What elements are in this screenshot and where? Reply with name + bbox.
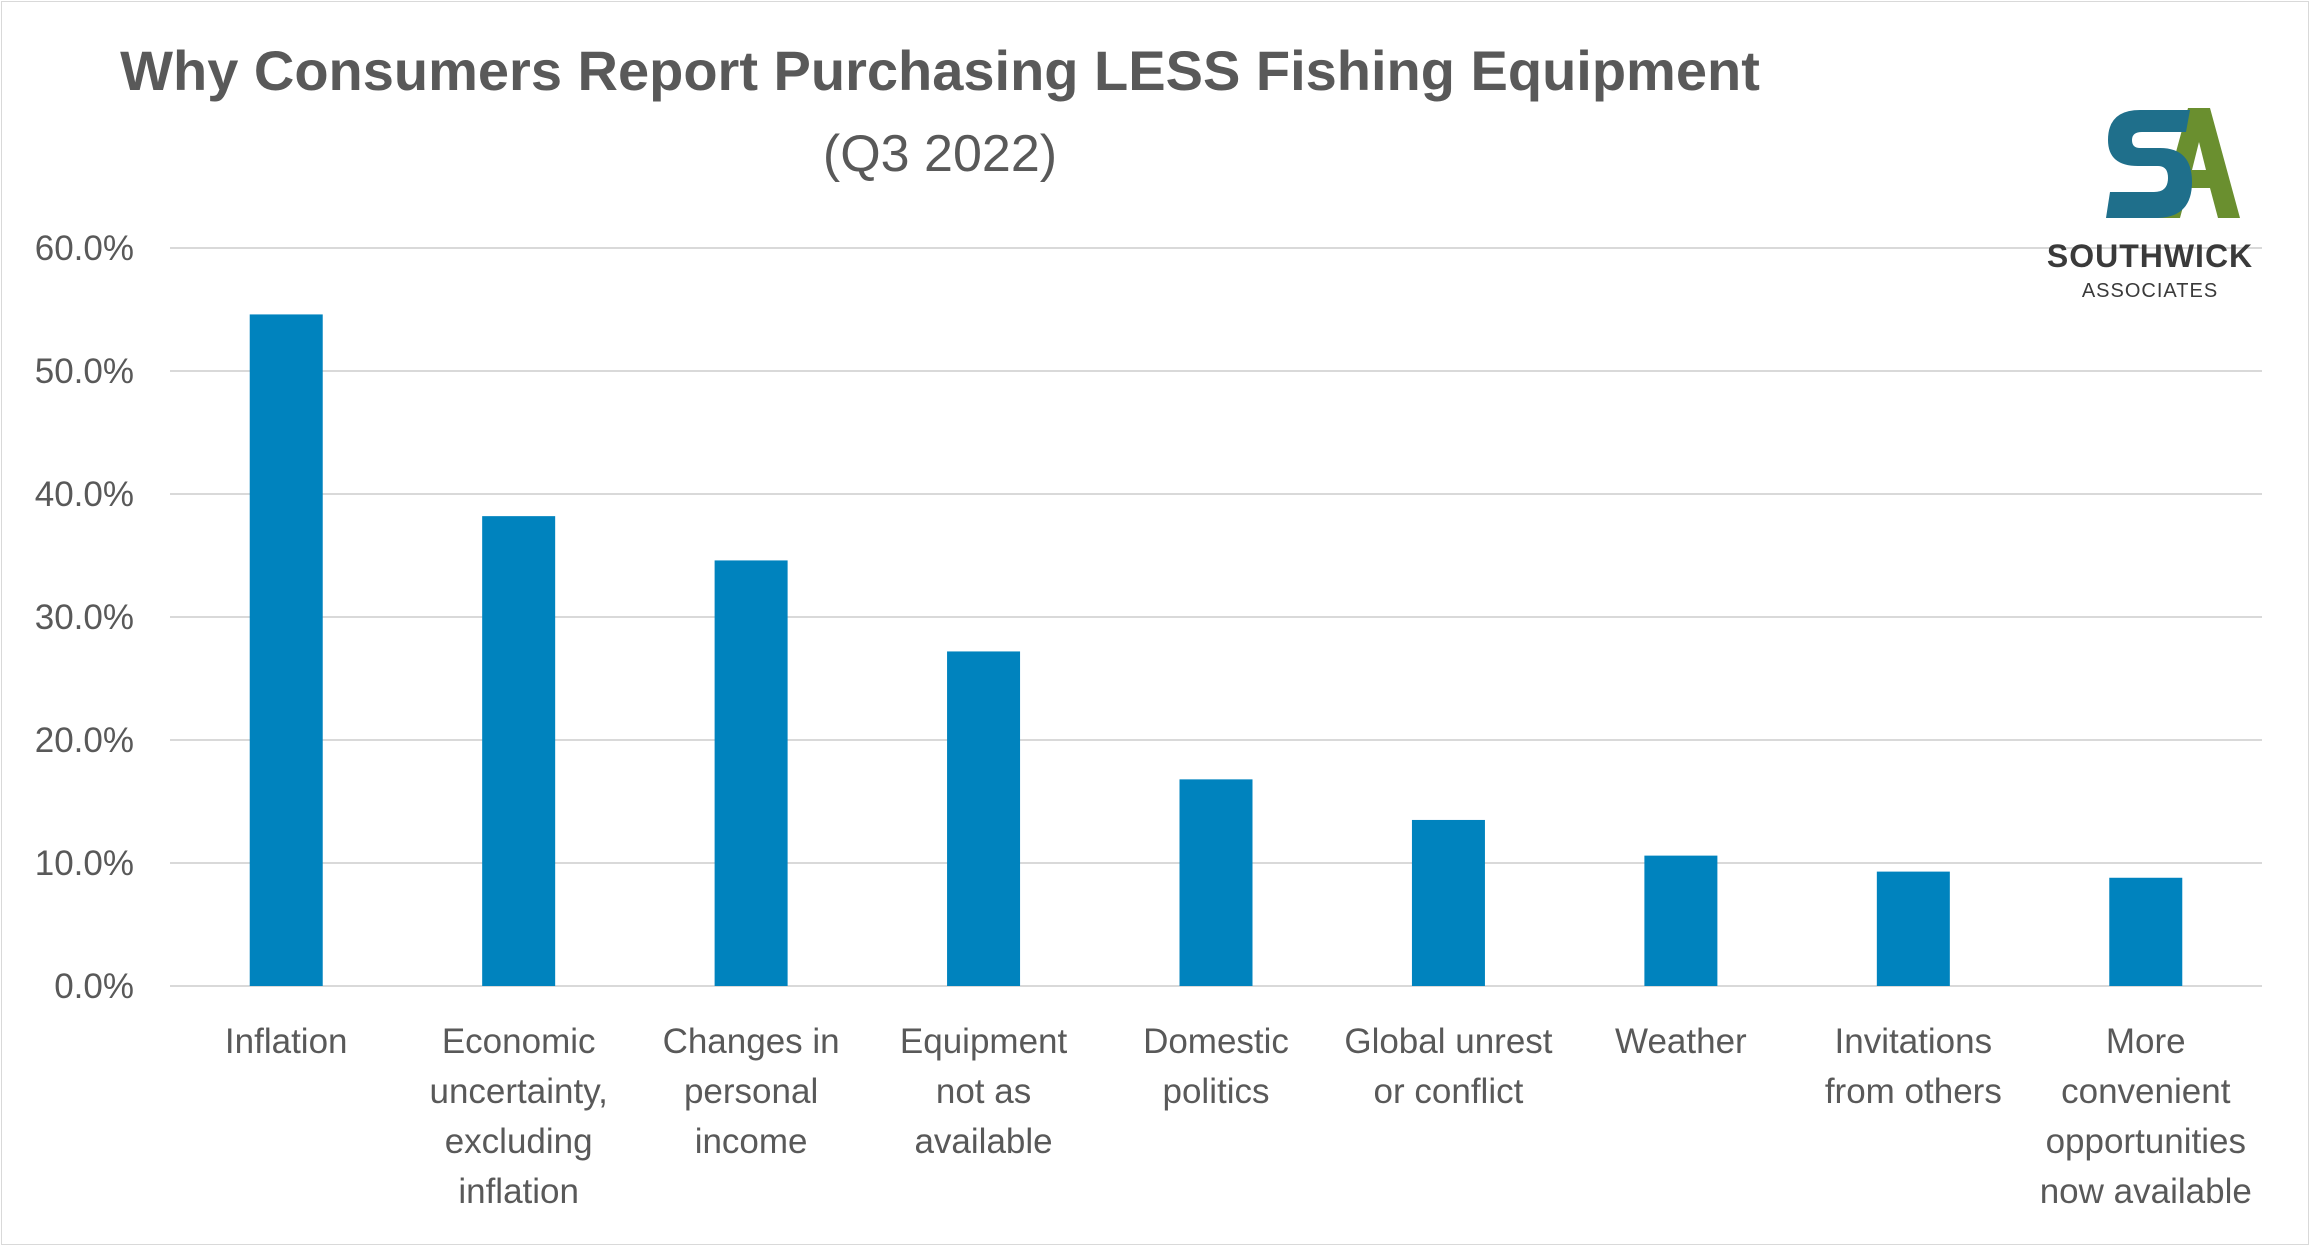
bars — [249, 314, 2183, 986]
logo-letter-s — [2106, 110, 2192, 218]
x-tick-label: Equipment not as available — [900, 1022, 1068, 1161]
bar — [482, 516, 556, 986]
x-tick-label: Inflation — [225, 1022, 348, 1061]
bar — [714, 560, 788, 986]
bar — [1644, 855, 1718, 986]
x-tick-label: Invitations from others — [1825, 1022, 2002, 1111]
chart-title: Why Consumers Report Purchasing LESS Fis… — [120, 39, 1760, 102]
y-axis-tick-labels: 0.0% 10.0% 20.0% 30.0% 40.0% 50.0% 60.0% — [35, 229, 134, 1006]
southwick-associates-logo: SOUTHWICK ASSOCIATES — [2040, 100, 2260, 310]
bar — [1876, 871, 1950, 986]
y-tick-label: 50.0% — [35, 352, 134, 391]
x-tick-label: Changes in personal income — [663, 1022, 840, 1161]
bar — [1179, 779, 1253, 986]
y-tick-label: 10.0% — [35, 844, 134, 883]
y-tick-label: 40.0% — [35, 475, 134, 514]
logo-subtitle: ASSOCIATES — [2081, 280, 2219, 302]
bar — [947, 651, 1021, 986]
y-tick-label: 0.0% — [54, 967, 134, 1006]
sa-logo-mark — [2106, 108, 2240, 218]
chart-subtitle: (Q3 2022) — [822, 125, 1058, 183]
bar — [249, 314, 323, 986]
x-tick-label: Domestic politics — [1143, 1022, 1289, 1111]
x-tick-label: More convenient opportunities now available — [2040, 1022, 2252, 1211]
x-tick-label: Weather — [1615, 1022, 1747, 1061]
bar — [1411, 819, 1485, 986]
y-tick-label: 30.0% — [35, 598, 134, 637]
y-tick-label: 60.0% — [35, 229, 134, 268]
y-tick-label: 20.0% — [35, 721, 134, 760]
x-axis-category-labels: Inflation Economic uncertainty, excluding in… — [225, 1022, 2252, 1211]
bar — [2109, 877, 2183, 986]
x-tick-label: Global unrest or conflict — [1344, 1022, 1552, 1111]
x-tick-label: Economic uncertainty, excluding inflation — [429, 1022, 607, 1211]
logo-name: SOUTHWICK — [2046, 238, 2254, 274]
